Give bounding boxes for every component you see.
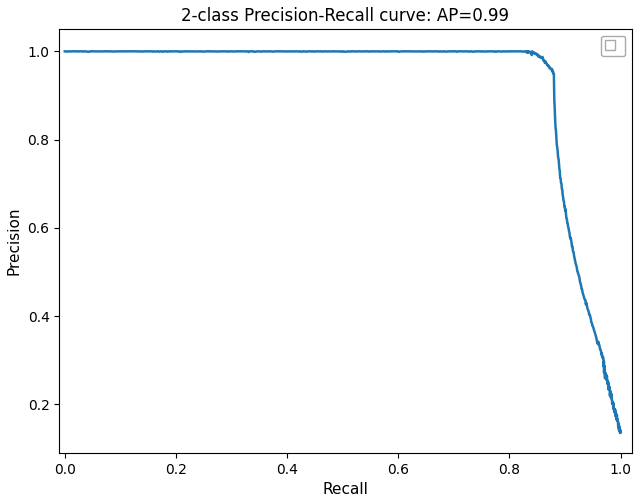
Title: 2-class Precision-Recall curve: AP=0.99: 2-class Precision-Recall curve: AP=0.99 — [182, 7, 509, 25]
Y-axis label: Precision: Precision — [7, 207, 22, 275]
Legend:   — [602, 35, 625, 56]
X-axis label: Recall: Recall — [323, 482, 369, 497]
